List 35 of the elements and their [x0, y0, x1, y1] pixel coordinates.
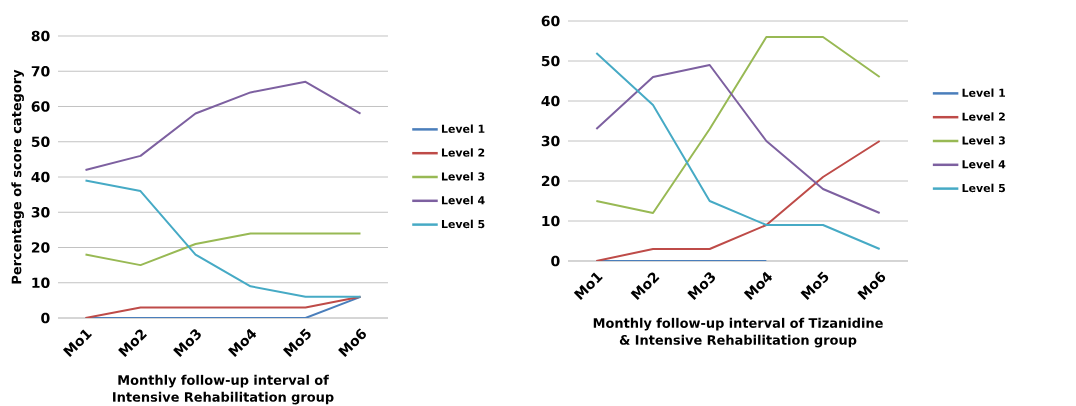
legend-label: Level 3 [441, 172, 485, 181]
line-series [595, 36, 881, 214]
line-series [595, 64, 881, 214]
x-axis-title: Monthly follow-up interval of Tizanidine & Intensive Rehabilitation group [593, 317, 883, 348]
y-tick-label: 50 [541, 55, 560, 67]
legend-label: Level 3 [962, 136, 1005, 145]
y-tick-label: 70 [31, 65, 50, 77]
y-tick-label: 20 [541, 175, 560, 187]
legend-label: Level 4 [962, 159, 1006, 169]
y-tick-label: 40 [31, 171, 50, 183]
y-tick-label: 40 [541, 95, 560, 107]
line-series [595, 140, 881, 261]
y-tick-label: 20 [31, 242, 50, 253]
legend-label: Level 2 [441, 148, 485, 157]
legend-label: Level 4 [441, 195, 485, 205]
y-tick-label: 0 [41, 312, 50, 324]
y-tick-label: 80 [31, 30, 50, 42]
y-tick-label: 0 [551, 255, 560, 267]
y-axis-title: Percentage of score category [11, 69, 24, 284]
line-series [595, 52, 881, 250]
y-tick-label: 10 [542, 215, 560, 227]
y-tick-label: 30 [541, 135, 560, 147]
y-tick-label: 50 [31, 136, 50, 148]
line-series [84, 80, 362, 171]
y-tick-label: 10 [32, 277, 50, 289]
y-tick-label: 60 [541, 15, 560, 27]
legend-label: Level 5 [441, 219, 485, 229]
y-tick-label: 60 [31, 101, 50, 112]
legend-label: Level 1 [962, 88, 1006, 97]
y-tick-label: 30 [31, 206, 50, 218]
line-series [84, 179, 362, 298]
legend-label: Level 1 [441, 124, 485, 133]
legend-label: Level 2 [962, 112, 1005, 121]
legend-label: Level 5 [962, 183, 1006, 193]
x-axis-title: Monthly follow-up interval of Intensive Rehabilitation group [113, 374, 334, 405]
